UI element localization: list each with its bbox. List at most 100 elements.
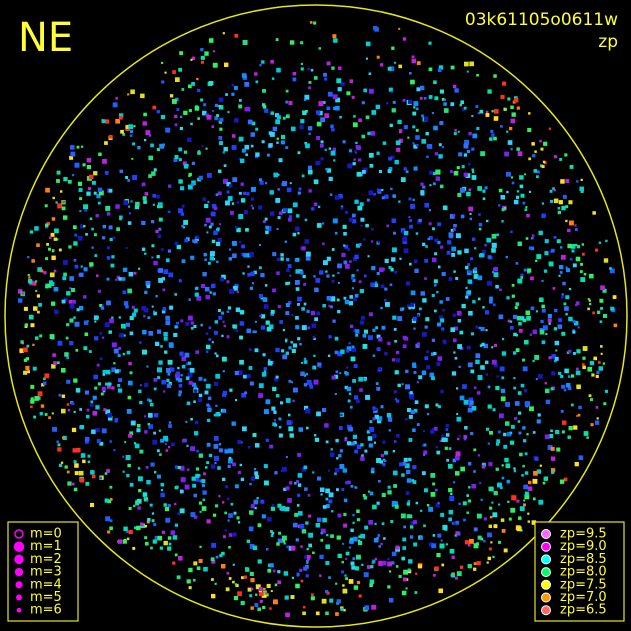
star (305, 521, 309, 525)
star (356, 269, 359, 272)
star (69, 318, 74, 323)
star (352, 536, 358, 542)
star (245, 153, 248, 156)
star (152, 203, 155, 206)
star (349, 79, 354, 84)
star (477, 186, 482, 191)
star (348, 342, 351, 345)
star (463, 435, 468, 439)
star (417, 564, 422, 569)
star (462, 501, 467, 506)
star (257, 559, 262, 564)
star (489, 431, 493, 435)
star (583, 431, 589, 436)
star (176, 244, 181, 250)
star (276, 271, 280, 275)
magnitude-symbol (13, 541, 25, 552)
star (163, 503, 167, 507)
star (554, 308, 558, 313)
star (321, 598, 327, 604)
star (290, 381, 293, 384)
star (375, 104, 380, 110)
star (177, 512, 181, 516)
star (434, 284, 437, 287)
star (437, 322, 441, 327)
star (449, 548, 455, 554)
star (534, 457, 539, 461)
star (164, 350, 168, 354)
star (323, 260, 328, 266)
star (384, 450, 388, 455)
star (266, 226, 272, 231)
star (532, 359, 535, 363)
star (452, 458, 457, 463)
star (348, 392, 352, 395)
star (253, 270, 257, 275)
star (574, 224, 577, 227)
star (345, 557, 348, 560)
star (503, 207, 507, 210)
star (184, 352, 190, 358)
star (393, 440, 397, 443)
star (191, 82, 195, 86)
star (193, 400, 196, 403)
star (475, 359, 480, 365)
star (157, 474, 161, 479)
star (489, 547, 492, 551)
star (386, 224, 390, 228)
star (543, 141, 548, 146)
star (403, 457, 408, 462)
star (493, 303, 496, 307)
star (169, 94, 174, 98)
star (361, 316, 365, 320)
star (330, 534, 334, 538)
star (363, 238, 366, 241)
star (146, 398, 150, 402)
star (568, 287, 572, 291)
star (534, 150, 537, 153)
star (235, 583, 239, 588)
star (146, 520, 150, 524)
star (61, 206, 66, 211)
star (390, 520, 394, 523)
star (452, 313, 456, 317)
star (277, 503, 282, 508)
star (572, 320, 576, 323)
star (580, 190, 584, 194)
star (130, 420, 136, 426)
star (345, 551, 350, 556)
star (363, 496, 367, 500)
star (478, 253, 483, 258)
star (398, 27, 401, 30)
star (422, 185, 426, 189)
star (224, 449, 229, 454)
star (336, 298, 340, 302)
star (145, 280, 151, 286)
star (372, 328, 376, 332)
star (274, 471, 278, 475)
star (547, 318, 552, 323)
star (437, 501, 440, 505)
star (500, 518, 505, 522)
star (181, 364, 186, 369)
star (456, 166, 460, 170)
star (278, 417, 282, 421)
star (257, 607, 261, 612)
star (262, 605, 266, 610)
star (496, 439, 501, 444)
star (519, 452, 523, 457)
star (51, 412, 54, 415)
star (285, 281, 289, 286)
star (21, 342, 24, 345)
star (70, 151, 76, 157)
star (57, 203, 63, 209)
star (538, 230, 543, 236)
star (487, 280, 492, 286)
star (296, 504, 300, 507)
star (381, 522, 385, 525)
star (358, 539, 361, 542)
star (109, 318, 114, 324)
star (463, 106, 467, 110)
star (449, 170, 453, 174)
star (27, 274, 30, 277)
